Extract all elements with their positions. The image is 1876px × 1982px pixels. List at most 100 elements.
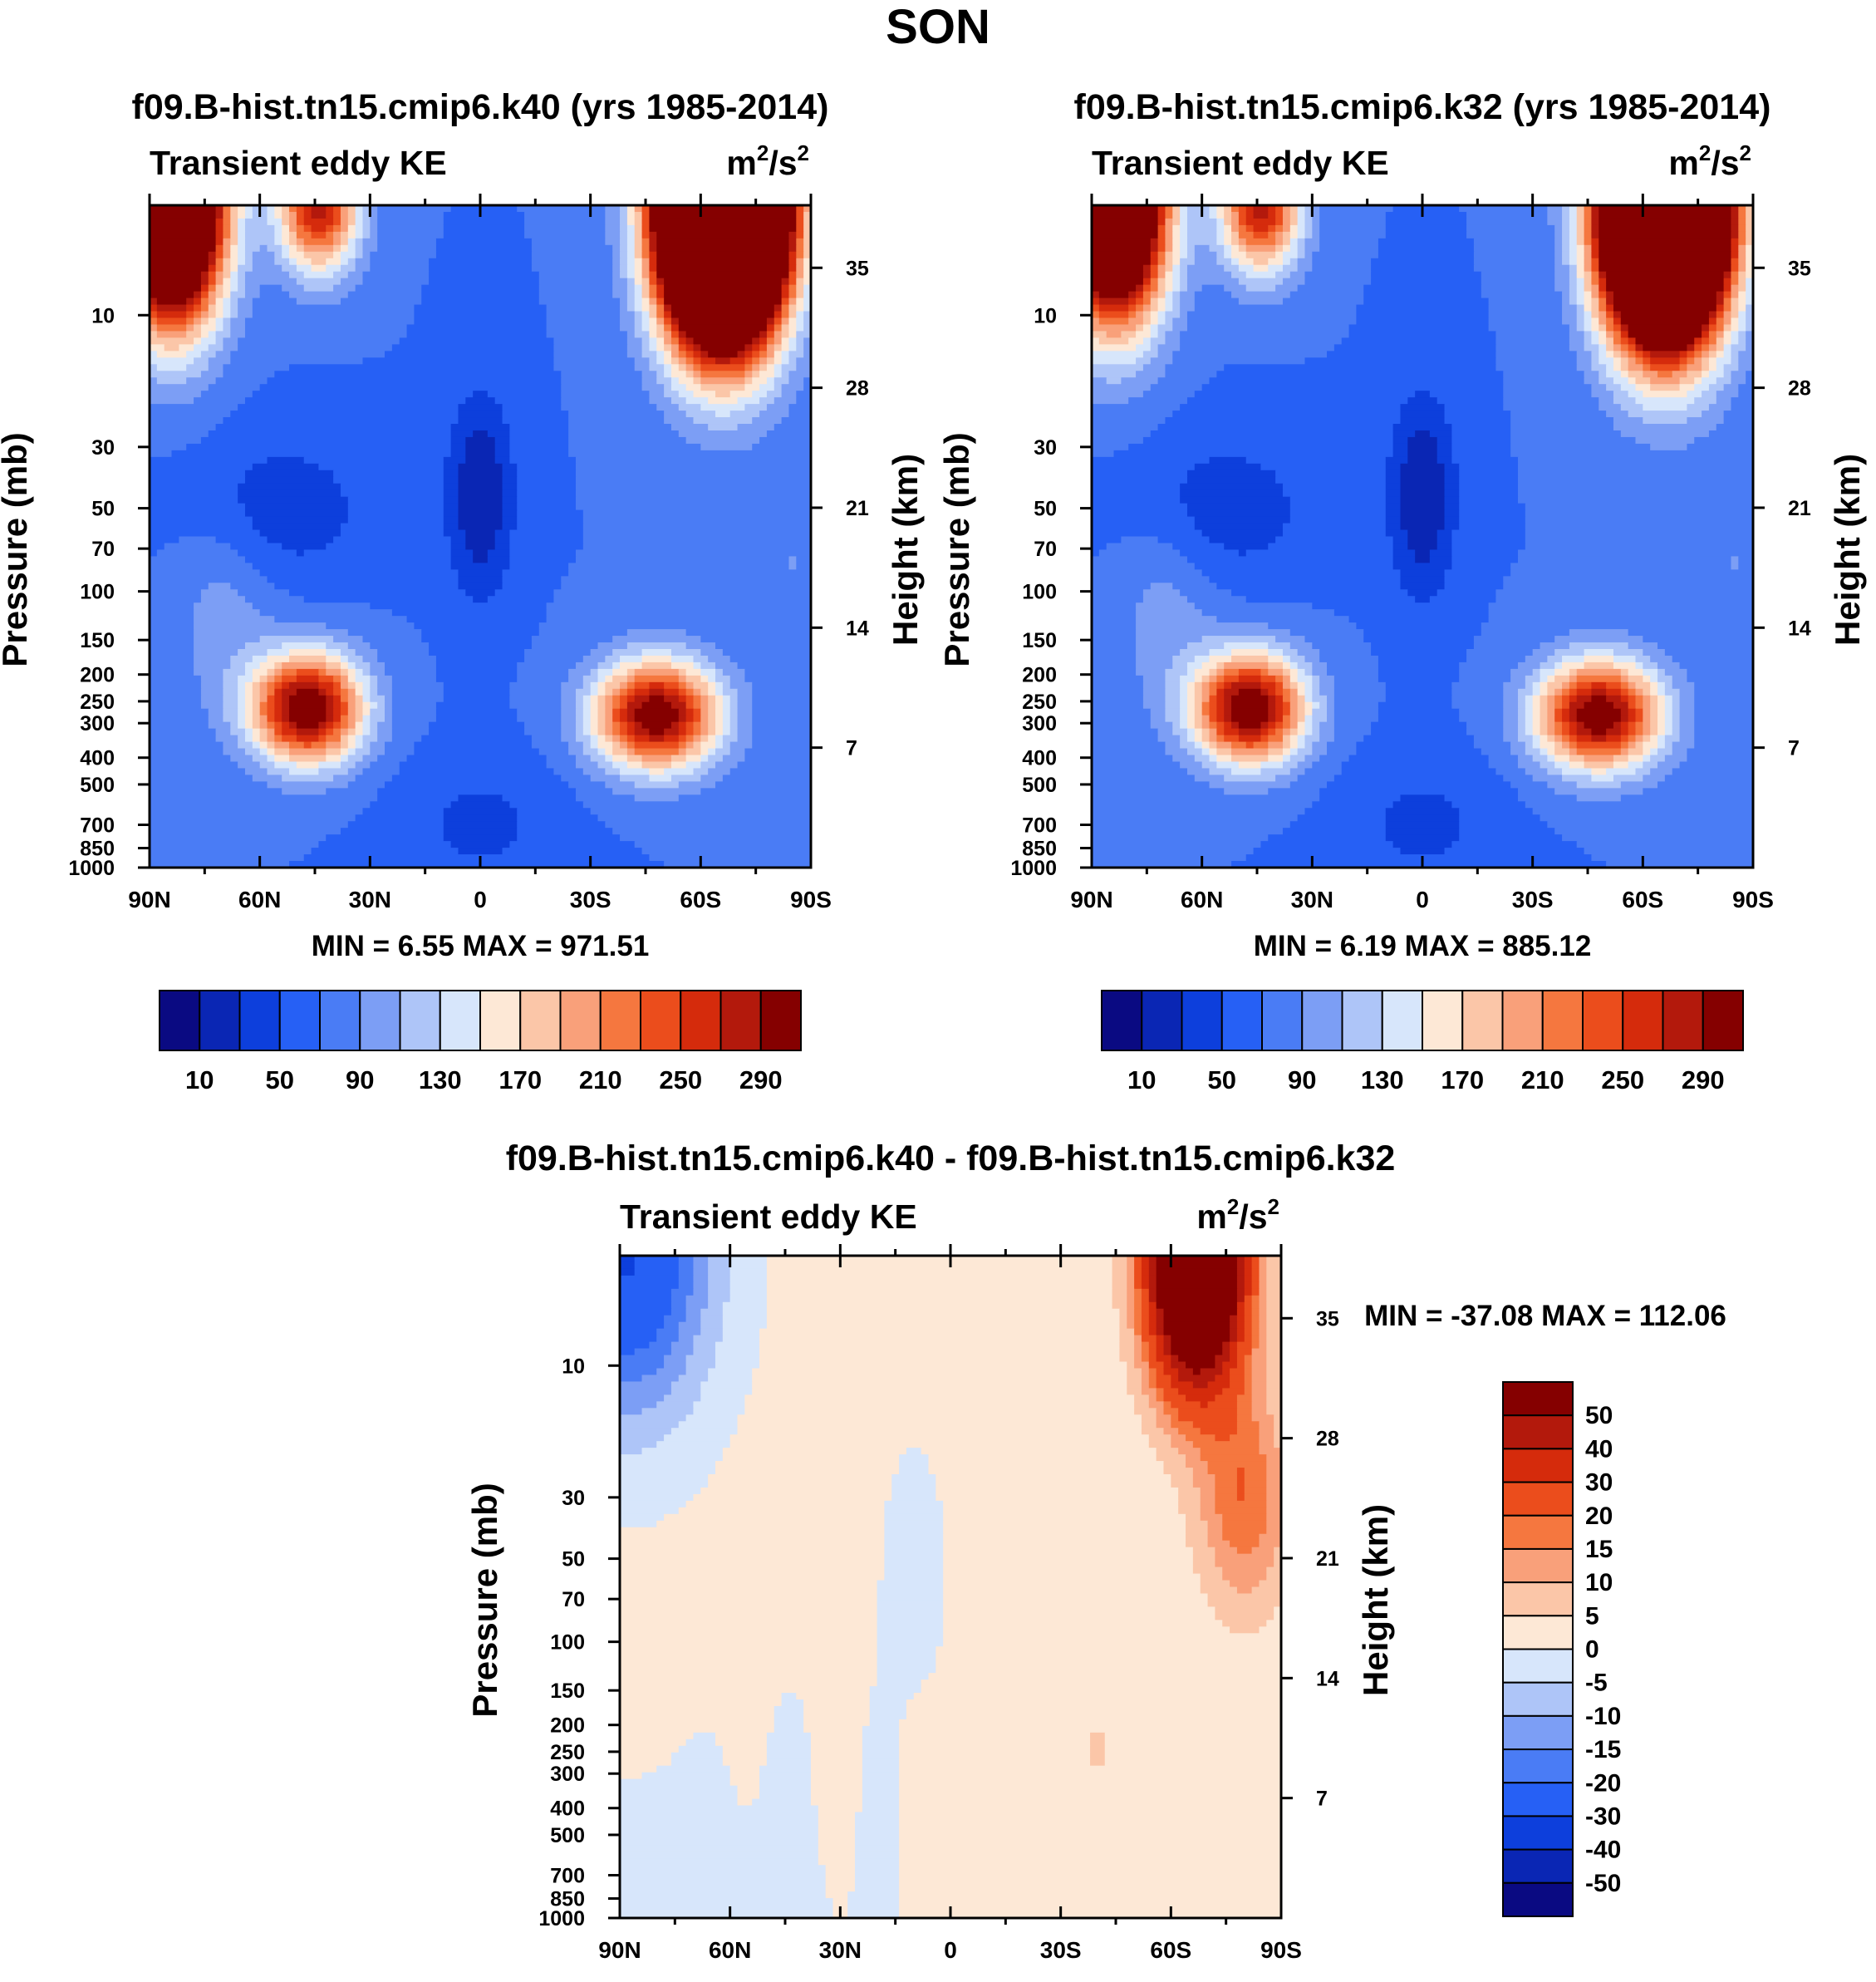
field-cell	[943, 1633, 1281, 1640]
field-cell	[1201, 735, 1211, 743]
field-cell	[1150, 258, 1159, 266]
field-cell	[1297, 205, 1306, 213]
field-cell	[1253, 741, 1269, 750]
field-cell	[421, 629, 540, 637]
field-cell	[700, 371, 745, 378]
field-cell	[641, 224, 651, 233]
field-cell	[773, 357, 783, 365]
field-cell	[921, 1686, 1281, 1694]
field-cell	[1731, 563, 1739, 570]
field-cell	[715, 1468, 900, 1475]
field-cell	[1532, 708, 1541, 716]
field-cell	[1746, 231, 1753, 239]
field-cell	[664, 1361, 687, 1370]
field-cell	[1156, 1281, 1238, 1290]
field-cell	[282, 728, 297, 736]
field-cell	[708, 768, 731, 776]
field-cell	[803, 304, 811, 312]
field-cell	[1092, 841, 1262, 848]
field-cell	[238, 224, 246, 233]
field-cell	[1092, 424, 1159, 431]
field-cell	[1746, 218, 1753, 226]
field-cell	[215, 231, 224, 239]
field-cell	[1172, 583, 1217, 590]
field-cell	[391, 721, 430, 730]
field-cell	[737, 1798, 753, 1807]
field-cell	[1224, 715, 1232, 723]
field-cell	[1289, 516, 1387, 524]
field-cell	[347, 768, 364, 776]
field-cell	[693, 1408, 745, 1415]
field-cell	[620, 1586, 878, 1595]
field-cell	[1156, 1308, 1165, 1316]
field-cell	[443, 470, 459, 478]
field-cell	[1613, 304, 1717, 312]
field-cell	[862, 1772, 900, 1780]
field-cell	[1488, 298, 1563, 306]
field-cell	[1180, 681, 1188, 690]
field-cell	[1312, 251, 1379, 259]
colorbar-label: -10	[1585, 1703, 1621, 1730]
colorbar-swatch	[1622, 990, 1664, 1051]
field-cell	[605, 721, 613, 730]
field-cell	[612, 291, 628, 299]
field-cell	[215, 251, 224, 259]
field-cell	[568, 443, 701, 451]
field-cell	[1251, 1381, 1267, 1389]
field-cell	[1215, 1606, 1274, 1614]
field-cell	[670, 1348, 695, 1356]
field-cell	[620, 1745, 680, 1753]
field-cell	[494, 450, 510, 458]
field-cell	[693, 1256, 709, 1263]
field-cell	[1444, 489, 1460, 498]
field-cell	[362, 701, 371, 710]
field-cell	[620, 1474, 709, 1482]
field-cell	[252, 675, 261, 683]
field-cell	[1702, 324, 1710, 332]
field-cell	[1282, 244, 1291, 253]
field-cell	[1562, 661, 1585, 670]
field-cell	[326, 755, 341, 763]
field-cell	[693, 715, 701, 723]
field-cell	[1200, 1500, 1215, 1508]
field-cell	[729, 708, 739, 716]
field-cell	[194, 616, 275, 623]
field-cell	[150, 808, 364, 815]
field-cell	[722, 1758, 768, 1767]
field-cell	[465, 450, 496, 458]
field-cell	[1746, 238, 1753, 246]
field-cell	[818, 1805, 863, 1813]
field-cell	[803, 205, 811, 213]
field-cell	[1584, 371, 1599, 378]
field-cell	[208, 298, 217, 306]
field-cell	[274, 231, 282, 239]
field-cell	[215, 536, 268, 544]
field-cell	[788, 351, 804, 358]
field-cell	[1643, 648, 1666, 657]
field-cell	[150, 357, 194, 365]
field-cell	[620, 1911, 834, 1918]
field-cell	[1156, 1328, 1165, 1336]
field-cell	[435, 715, 518, 723]
field-cell	[766, 1732, 812, 1740]
field-cell	[1694, 351, 1702, 358]
field-cell	[1547, 715, 1555, 723]
field-cell	[744, 668, 811, 676]
field-cell	[1259, 1428, 1274, 1435]
field-cell	[1165, 205, 1173, 213]
field-cell	[1628, 629, 1753, 637]
field-cell	[171, 450, 452, 458]
field-cell	[1664, 681, 1673, 690]
y-tick-label: 250	[550, 1741, 585, 1764]
field-cell	[1092, 801, 1313, 809]
field-cell	[715, 741, 724, 750]
field-cell	[1385, 218, 1467, 226]
field-cell	[1628, 351, 1637, 358]
field-cell	[1606, 861, 1753, 868]
field-cell	[1180, 205, 1188, 213]
field-cell	[708, 715, 716, 723]
field-cell	[1319, 735, 1335, 743]
field-cell	[1532, 775, 1563, 782]
field-cell	[1192, 1468, 1209, 1475]
field-cell	[1664, 701, 1673, 710]
